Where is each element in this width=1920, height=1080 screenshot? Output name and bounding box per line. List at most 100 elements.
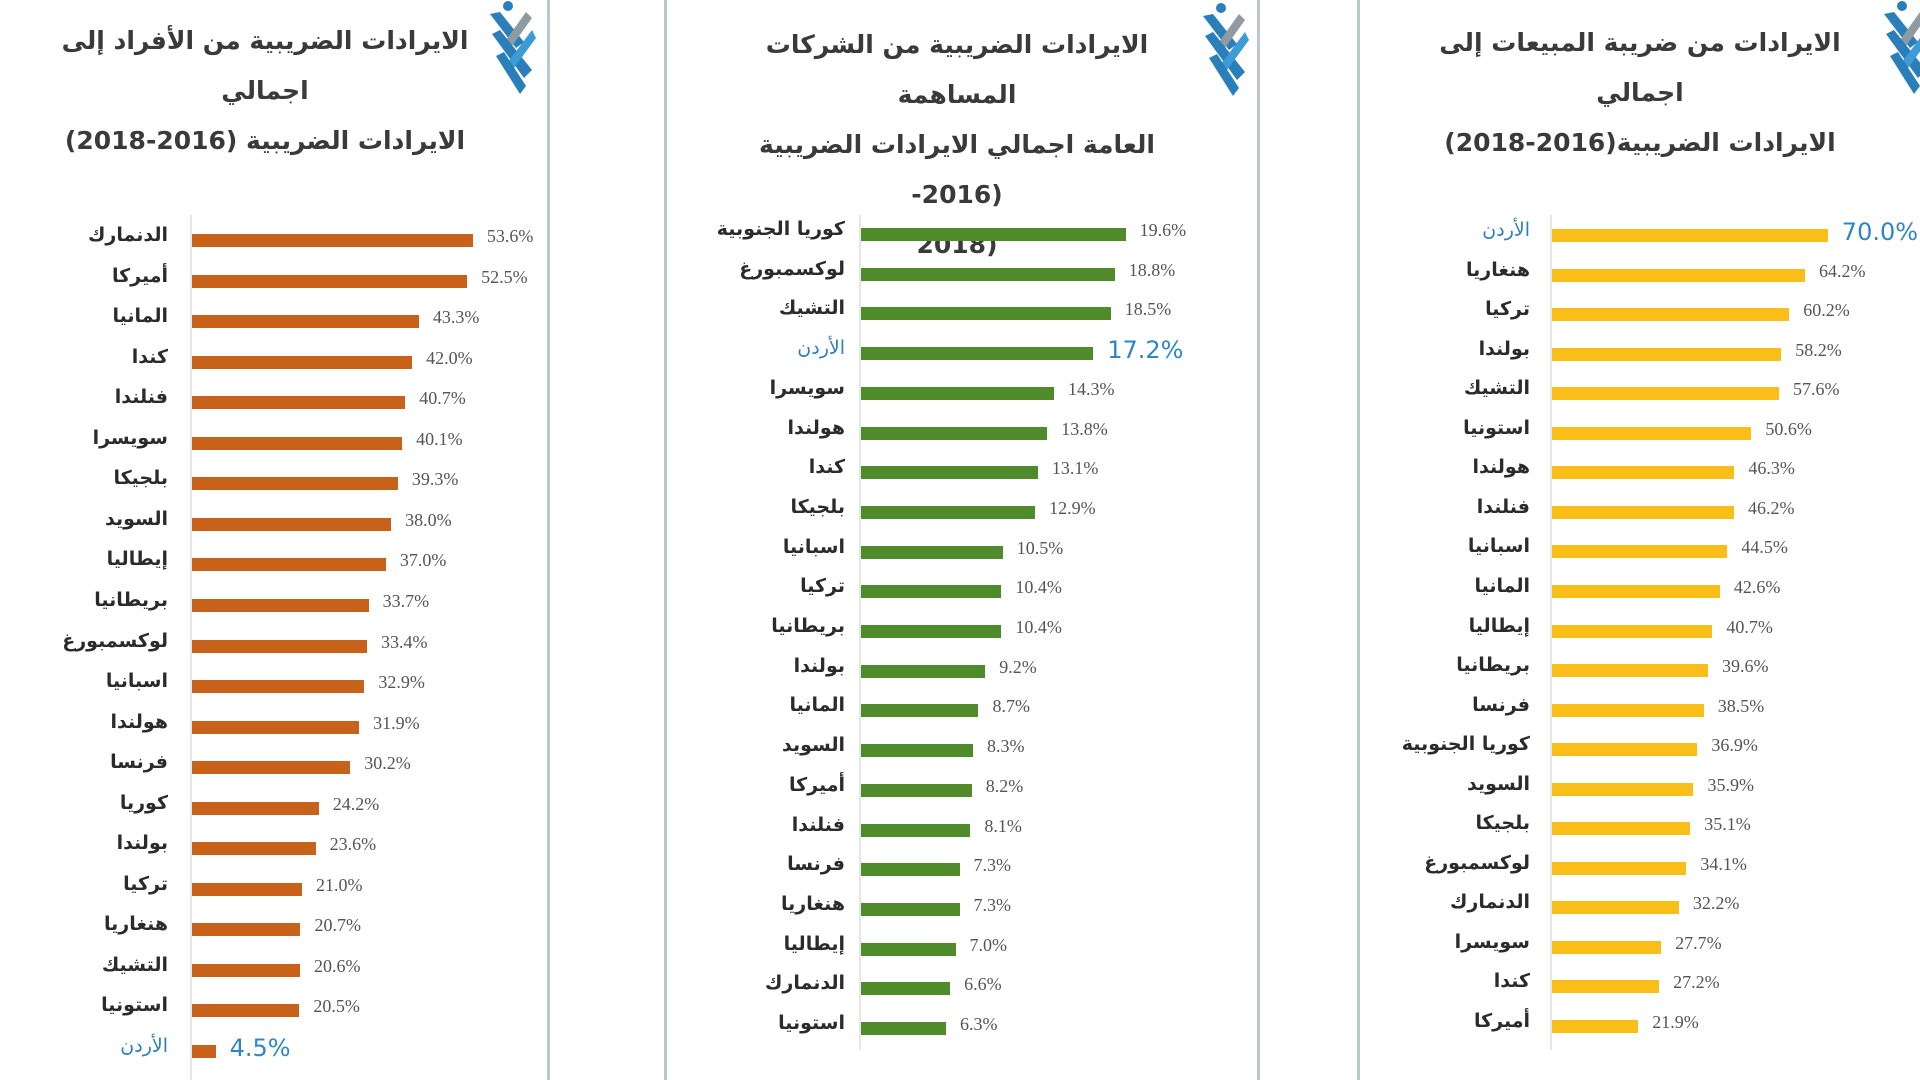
chart-title-line1: الايرادات الضريبية من الأفراد إلى اجمالي [61, 26, 469, 105]
bar [861, 347, 1094, 361]
bar-row: فنلندا 46.2% [1360, 496, 1920, 536]
bar-row: لوكسمبورغ 33.4% [0, 630, 547, 670]
value-label: 39.3% [411, 469, 459, 490]
category-label: بولندا [1478, 337, 1530, 360]
bar-row: إيطاليا 40.7% [1360, 615, 1920, 655]
category-label: بلجيكا [113, 467, 168, 490]
bar [861, 228, 1126, 241]
bar [1552, 545, 1728, 559]
category-label: بريطانيا [1456, 654, 1530, 677]
bar [192, 1045, 216, 1058]
category-label: بلجيكا [1475, 812, 1530, 835]
value-label: 27.2% [1673, 972, 1720, 993]
category-label: المانيا [789, 694, 845, 717]
bar [1552, 1020, 1639, 1033]
bar-row: فرنسا 7.3% [667, 853, 1257, 893]
bar [861, 505, 1036, 519]
bar [1552, 901, 1679, 915]
bar-row: السويد 8.3% [667, 734, 1257, 774]
panel-divider [547, 0, 550, 1080]
panel-divider [664, 0, 667, 1080]
bar [861, 1022, 947, 1035]
bar-row: إيطاليا 37.0% [0, 548, 547, 588]
value-label: 6.3% [960, 1014, 998, 1034]
category-label: هولندا [1472, 456, 1530, 479]
value-label: 32.2% [1692, 893, 1740, 914]
value-label: 37.0% [399, 550, 447, 571]
category-label: إيطاليا [783, 932, 845, 955]
bar-row: هنغاريا 20.7% [0, 913, 547, 953]
value-label: 20.5% [313, 996, 360, 1017]
value-label: 64.2% [1818, 260, 1866, 281]
value-label: 18.5% [1124, 299, 1172, 320]
bar-row: الدنمارك 6.6% [667, 972, 1257, 1012]
value-label: 20.6% [313, 955, 361, 976]
value-label: 33.4% [381, 631, 428, 652]
category-label: استونيا [101, 994, 168, 1017]
value-label: 44.5% [1741, 537, 1788, 558]
category-label: استونيا [778, 1012, 845, 1034]
bar-row: تركيا 60.2% [1360, 298, 1920, 338]
category-label: الأردن [797, 337, 845, 360]
category-label: هولندا [787, 416, 845, 439]
category-label: السويد [104, 507, 168, 530]
category-label: كوريا الجنوبية [1401, 733, 1530, 756]
value-label: 6.6% [964, 974, 1002, 995]
bar [192, 517, 392, 531]
chart-title-line1: الايرادات من ضريبة المبيعات إلى اجمالي [1439, 28, 1841, 107]
bar [1552, 426, 1752, 440]
bar-row: استونيا 50.6% [1360, 417, 1920, 457]
bar [861, 267, 1115, 281]
bar [1552, 940, 1662, 954]
bar [861, 585, 1002, 599]
bar-row: اسبانيا 10.5% [667, 536, 1257, 576]
bar-row: فنلندا 40.7% [0, 386, 547, 426]
bar-row: استونيا 20.5% [0, 994, 547, 1034]
category-label: التشيك [1463, 377, 1530, 400]
bar [861, 823, 971, 837]
bar-row: أميركا 8.2% [667, 774, 1257, 814]
bar-row: إيطاليا 7.0% [667, 933, 1257, 973]
category-label: التشيك [778, 297, 845, 320]
category-label: تركيا [1485, 298, 1530, 321]
category-label: بريطانيا [771, 615, 845, 637]
category-label: فرنسا [787, 853, 845, 876]
value-label: 23.6% [329, 834, 377, 855]
category-label: استونيا [1463, 416, 1530, 439]
bar [1552, 387, 1779, 401]
category-label: لوكسمبورغ [739, 257, 845, 280]
value-label: 35.1% [1704, 814, 1751, 835]
bar-row: اسبانيا 44.5% [1360, 535, 1920, 575]
bar [192, 234, 473, 247]
bar-row: فرنسا 38.5% [1360, 694, 1920, 734]
value-label: 10.5% [1016, 537, 1064, 558]
category-label: التشيك [101, 953, 168, 976]
bar-row: الأردن 70.0% [1360, 218, 1920, 259]
category-label: أميركا [1473, 1010, 1530, 1032]
chart-panel-sales: الايرادات من ضريبة المبيعات إلى اجمالي ا… [1360, 0, 1920, 1080]
bar [192, 315, 419, 329]
bar [192, 882, 303, 896]
value-label: 53.6% [486, 226, 534, 246]
value-label: 4.5% [229, 1034, 291, 1062]
bar-row: الدنمارك 32.2% [1360, 891, 1920, 931]
bar-row: السويد 35.9% [1360, 773, 1920, 813]
bar [861, 863, 960, 877]
bar-row: أميركا 52.5% [0, 265, 547, 305]
value-label: 34.1% [1700, 853, 1747, 874]
bar-row: تركيا 21.0% [0, 873, 547, 913]
chart-title-line2: الايرادات الضريبية(2016-2018) [1444, 128, 1836, 157]
bar-row: السويد 38.0% [0, 508, 547, 548]
category-label: اسبانيا [105, 670, 168, 693]
bar [861, 426, 1048, 440]
value-label: 9.2% [999, 656, 1037, 677]
bar [1552, 703, 1704, 717]
value-label: 24.2% [332, 793, 380, 814]
value-label: 33.7% [382, 590, 430, 611]
bar-row: كندا 27.2% [1360, 970, 1920, 1010]
value-label: 7.0% [969, 934, 1008, 955]
bar [192, 396, 406, 410]
category-label: فرنسا [1472, 693, 1530, 716]
category-label: فنلندا [791, 813, 845, 836]
value-label: 20.7% [314, 915, 361, 936]
